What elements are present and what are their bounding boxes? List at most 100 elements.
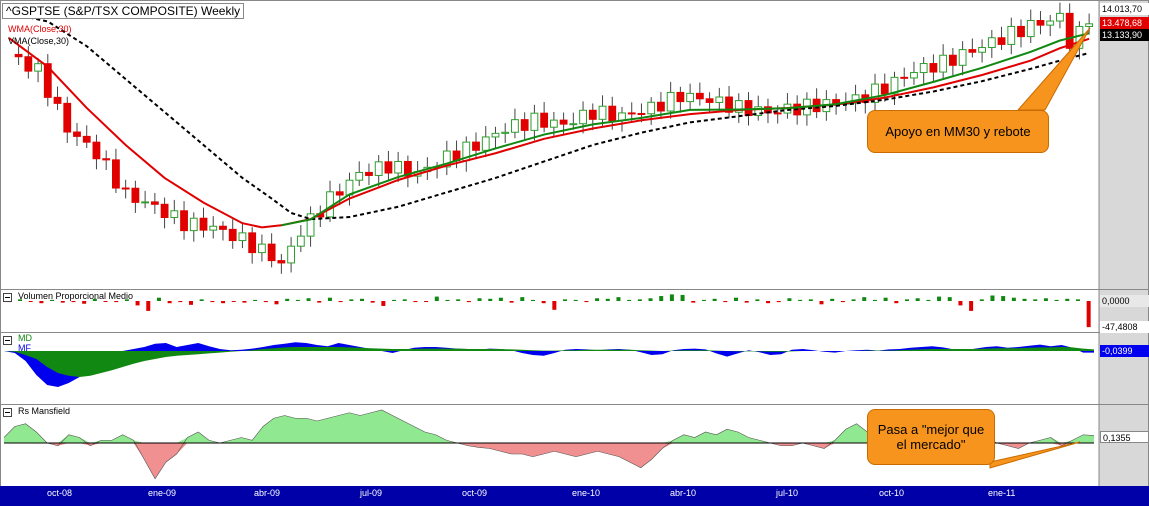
- volume-tag-zero: 0,0000: [1100, 295, 1149, 307]
- volume-bar: [274, 301, 279, 305]
- x-tick-label: jul-10: [776, 488, 799, 498]
- candle-body: [939, 54, 948, 73]
- volume-bar: [872, 299, 877, 301]
- candle-body: [1085, 23, 1094, 27]
- volume-bar: [253, 299, 258, 301]
- callout-apoyo-mm30: Apoyo en MM30 y rebote: [867, 110, 1049, 153]
- volume-bar: [563, 299, 568, 301]
- volume-bar: [776, 301, 781, 303]
- volume-bar: [798, 299, 803, 301]
- x-tick-label: abr-10: [670, 488, 697, 498]
- candle-body: [442, 150, 451, 168]
- volume-bar: [744, 301, 749, 303]
- candle-body: [34, 63, 42, 72]
- volume-bar: [402, 299, 407, 301]
- volume-bar: [456, 299, 461, 301]
- volume-bar: [969, 301, 974, 311]
- volume-bar: [103, 301, 108, 302]
- candle-body: [511, 119, 519, 133]
- candle-body: [520, 119, 529, 131]
- candle-body: [715, 96, 724, 103]
- candle-body: [43, 63, 52, 98]
- candle-body: [472, 141, 480, 151]
- candle-body: [695, 92, 704, 100]
- candle-body: [948, 54, 957, 66]
- volume-bar: [830, 298, 835, 301]
- time-axis: [0, 486, 1149, 506]
- volume-bar: [231, 301, 236, 302]
- candle-body: [1007, 25, 1016, 45]
- volume-bar: [573, 299, 578, 301]
- rs-panel-title: Rs Mansfield: [18, 406, 71, 416]
- rs-panel-collapse-icon[interactable]: [3, 408, 12, 417]
- mf-label: MF: [18, 343, 31, 353]
- candle-body: [666, 91, 675, 112]
- candle-body: [296, 235, 305, 247]
- volume-bar: [359, 298, 364, 301]
- candle-body: [189, 217, 198, 232]
- right-scale-background: [1099, 0, 1149, 488]
- candle-body: [637, 113, 646, 116]
- candle-body: [121, 187, 130, 190]
- price-tag-vma: 13.133,90: [1100, 29, 1149, 41]
- volume-bar: [691, 301, 696, 303]
- candle-body: [24, 56, 33, 72]
- volume-bar: [712, 298, 717, 301]
- candle-body: [73, 131, 81, 137]
- candle-body: [958, 49, 967, 66]
- volume-bar: [135, 301, 140, 306]
- volume-bar: [894, 301, 899, 304]
- candle-body: [335, 191, 344, 196]
- volume-panel-collapse-icon[interactable]: [3, 293, 12, 302]
- candle-body: [530, 112, 539, 131]
- candle-body: [734, 100, 743, 113]
- candle-body: [63, 102, 72, 133]
- volume-bar: [445, 299, 450, 301]
- candle-body: [394, 160, 403, 174]
- volume-bar: [1033, 299, 1038, 301]
- candle-body: [141, 201, 150, 204]
- candle-body: [267, 243, 276, 262]
- volume-bar: [937, 296, 942, 301]
- candle-body: [365, 171, 373, 176]
- rs-positive-area: [4, 410, 1094, 443]
- candle-body: [929, 63, 938, 73]
- volume-bar: [669, 294, 674, 301]
- volume-bar: [605, 298, 610, 301]
- candle-body: [890, 76, 899, 95]
- volume-panel-frame: [0, 289, 1149, 333]
- volume-bar: [787, 298, 792, 301]
- candle-body: [978, 46, 986, 53]
- candle-body: [987, 37, 996, 48]
- vma-line: [8, 12, 1090, 221]
- candle-body: [900, 76, 909, 79]
- volume-bar: [488, 298, 493, 301]
- md-panel-collapse-icon[interactable]: [3, 336, 12, 345]
- candle-body: [880, 83, 889, 95]
- volume-bar: [979, 299, 984, 301]
- volume-bar: [883, 297, 888, 301]
- volume-bar: [82, 301, 87, 304]
- volume-bar: [381, 301, 386, 306]
- volume-bar: [680, 294, 685, 301]
- candle-body: [180, 210, 188, 232]
- volume-bar: [114, 301, 119, 303]
- volume-bar: [370, 301, 375, 303]
- volume-bar: [1043, 298, 1048, 301]
- volume-bar: [92, 298, 97, 301]
- wma-legend: WMA(Close,30): [8, 24, 72, 34]
- candle-body: [919, 63, 928, 74]
- x-tick-label: oct-10: [879, 488, 905, 498]
- candle-body: [1046, 20, 1055, 26]
- price-tag-wma: 13.478,68: [1100, 17, 1149, 29]
- md-panel-frame: [0, 332, 1149, 405]
- callout-2-pointer: [989, 441, 1081, 469]
- volume-bar: [584, 301, 589, 303]
- volume-bar: [477, 298, 482, 301]
- volume-bar: [18, 299, 23, 301]
- volume-bar: [659, 296, 664, 301]
- volume-bar: [306, 298, 311, 301]
- candle-body: [705, 98, 714, 103]
- x-tick-label: ene-10: [572, 488, 601, 498]
